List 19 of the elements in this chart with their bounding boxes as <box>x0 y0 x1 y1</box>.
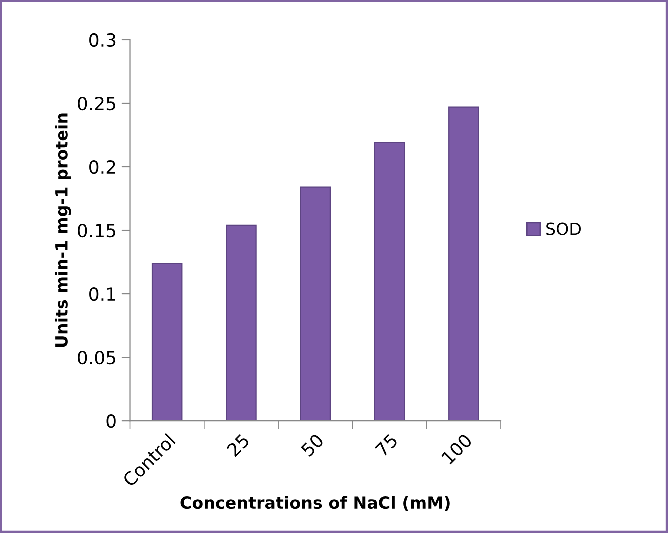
y-tick-label: 0.1 <box>90 287 116 302</box>
bar <box>152 262 183 422</box>
x-tick-label: 25 <box>226 434 250 458</box>
y-tick-label: 0.25 <box>78 96 116 111</box>
bar <box>374 142 406 422</box>
y-tick-label: 0.3 <box>90 33 116 48</box>
bar <box>226 224 257 422</box>
x-tick-label: 50 <box>300 433 325 458</box>
bar <box>448 106 480 422</box>
y-tick-label: 0.15 <box>78 224 116 238</box>
bar <box>300 186 332 422</box>
y-axis-title: Units min-1 mg-1 protein <box>55 114 72 348</box>
y-tick-label: 0 <box>106 414 116 428</box>
x-tick-label: 100 <box>441 433 473 466</box>
x-axis-title: Concentrations of NaCl (mM) <box>180 496 450 512</box>
legend-label: SOD <box>546 222 581 236</box>
x-tick-label: 75 <box>374 434 399 458</box>
y-tick-label: 0.05 <box>78 351 116 365</box>
y-tick-label: 0.2 <box>90 160 116 174</box>
